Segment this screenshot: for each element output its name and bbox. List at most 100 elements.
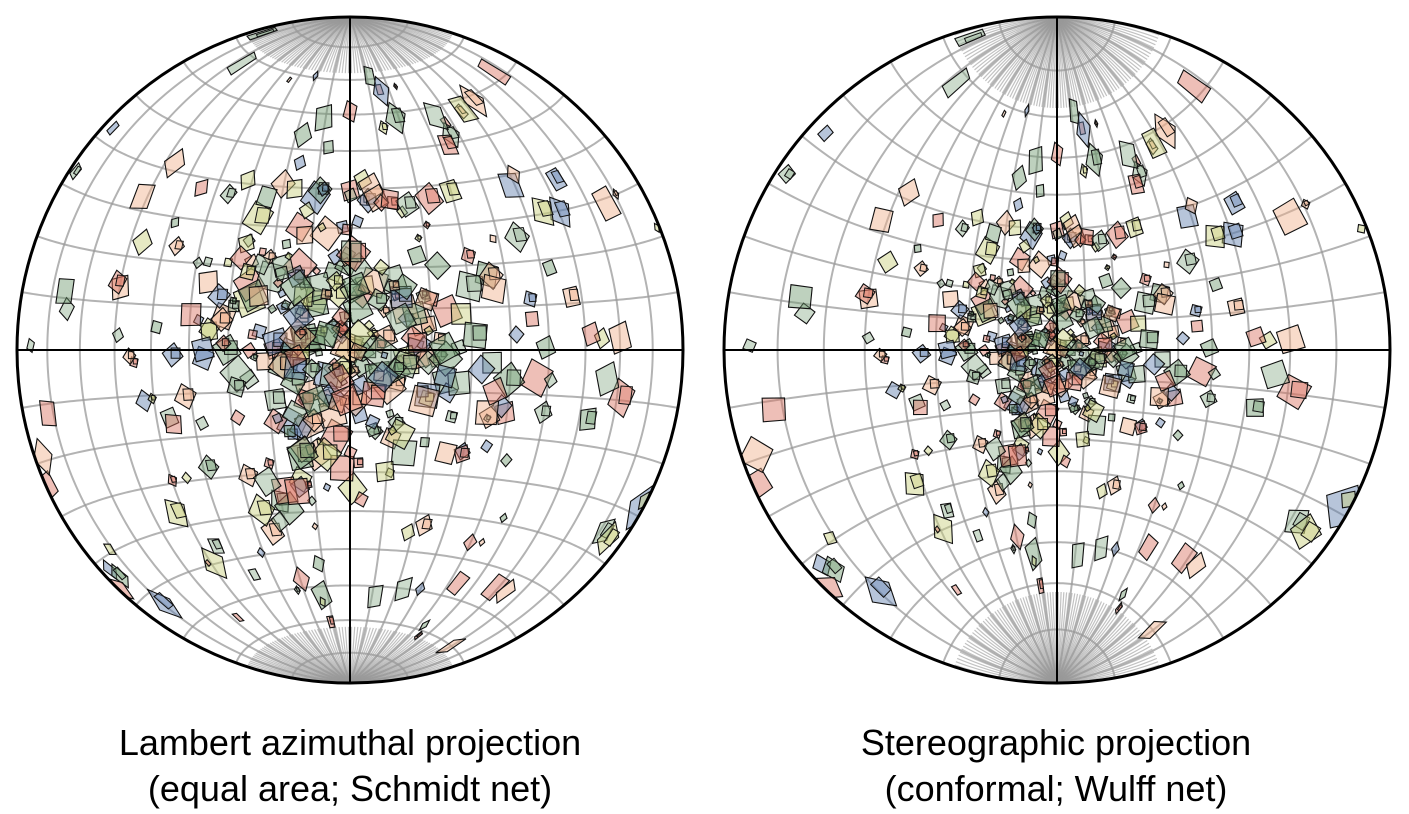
pole-square xyxy=(1071,542,1085,569)
pole-square xyxy=(254,260,288,294)
pole-square xyxy=(226,51,257,76)
pole-square xyxy=(1106,475,1122,496)
pole-square xyxy=(1038,307,1044,313)
pole-square xyxy=(1116,359,1136,379)
pole-square xyxy=(1094,535,1109,562)
pole-square xyxy=(456,105,468,115)
primitive-circle xyxy=(722,15,1392,685)
pole-square xyxy=(993,482,1005,497)
pole-square xyxy=(229,245,253,271)
pole-square xyxy=(419,315,438,334)
pole-square xyxy=(1027,481,1033,489)
pole-square xyxy=(1078,121,1087,136)
pole-square xyxy=(1035,183,1045,198)
pole-square xyxy=(562,285,581,308)
pole-square xyxy=(1078,350,1085,357)
pole-square xyxy=(244,467,257,480)
pole-square xyxy=(440,351,447,358)
pole-square xyxy=(543,371,558,389)
pole-square xyxy=(1008,403,1018,414)
pole-square xyxy=(826,557,843,575)
pole-square xyxy=(929,378,940,389)
pole-square xyxy=(312,69,319,82)
pole-square xyxy=(997,316,1005,325)
pole-square xyxy=(1020,416,1032,430)
pole-square xyxy=(200,321,219,342)
pole-square xyxy=(276,288,287,299)
pole-square xyxy=(295,306,306,317)
pole-square xyxy=(293,154,307,172)
pole-square xyxy=(944,328,960,344)
pole-square xyxy=(1055,344,1070,359)
pole-square xyxy=(298,384,332,418)
pole-square xyxy=(568,288,580,302)
pole-square xyxy=(1158,398,1163,403)
pole-square xyxy=(404,196,417,209)
lambert-caption: Lambert azimuthal projection (equal area… xyxy=(10,720,690,812)
pole-square xyxy=(1036,447,1044,456)
pole-square xyxy=(941,67,971,99)
pole-square xyxy=(319,596,326,608)
pole-square xyxy=(321,184,329,192)
pole-square xyxy=(296,225,314,245)
pole-square xyxy=(1075,430,1091,448)
pole-square xyxy=(381,122,389,131)
pole-square xyxy=(377,339,386,349)
pole-square xyxy=(406,244,427,266)
pole-square xyxy=(195,415,210,431)
pole-square xyxy=(1006,313,1016,322)
pole-square xyxy=(299,328,306,336)
pole-square xyxy=(373,258,390,276)
pole-square xyxy=(1186,356,1218,388)
pole-square xyxy=(497,172,525,198)
pole-square xyxy=(499,512,508,524)
pole-square xyxy=(1096,482,1108,500)
pole-square xyxy=(405,313,414,322)
pole-square xyxy=(1142,353,1166,376)
lambert-caption-subtitle: (equal area; Schmidt net) xyxy=(147,768,553,809)
pole-square xyxy=(1017,318,1026,327)
pole-square xyxy=(1071,374,1083,386)
stereo-caption-title: Stereographic projection xyxy=(860,722,1252,763)
lambert-caption-title: Lambert azimuthal projection xyxy=(118,722,582,763)
polar-meridian-line xyxy=(1056,651,1155,683)
pole-square xyxy=(455,270,484,303)
pole-square xyxy=(333,275,344,285)
pole-square xyxy=(274,265,290,282)
pole-square xyxy=(908,393,926,412)
pole-square xyxy=(453,444,471,464)
pole-square xyxy=(972,371,981,380)
polar-meridian-line xyxy=(964,642,1058,683)
pole-square xyxy=(1112,479,1121,490)
polar-meridian-line xyxy=(1056,637,1146,683)
pole-square xyxy=(192,313,205,327)
pole-square xyxy=(312,554,325,573)
pole-square xyxy=(1008,314,1033,339)
pole-square xyxy=(1090,148,1103,166)
pole-square xyxy=(984,223,1003,244)
pole-square xyxy=(38,400,57,427)
pole-square xyxy=(281,238,292,250)
pole-square xyxy=(489,234,497,244)
pole-square xyxy=(482,376,508,406)
pole-square xyxy=(1199,338,1220,358)
pole-square xyxy=(383,329,395,342)
pole-square xyxy=(1119,416,1138,437)
pole-square xyxy=(909,472,925,490)
pole-square xyxy=(312,266,322,276)
pole-square xyxy=(254,207,272,224)
pole-square xyxy=(255,28,275,38)
polar-meridian-line xyxy=(1056,17,1152,55)
pole-square xyxy=(1019,374,1044,399)
pole-square xyxy=(304,480,313,489)
polar-meridian-line xyxy=(1056,625,1136,683)
pole-square xyxy=(1154,369,1177,392)
pole-square xyxy=(962,341,969,348)
pole-square xyxy=(1184,196,1199,215)
pole-square xyxy=(191,345,215,371)
pole-square xyxy=(388,279,401,292)
pole-square xyxy=(968,393,981,407)
pole-square xyxy=(340,240,362,263)
pole-square xyxy=(339,278,366,305)
